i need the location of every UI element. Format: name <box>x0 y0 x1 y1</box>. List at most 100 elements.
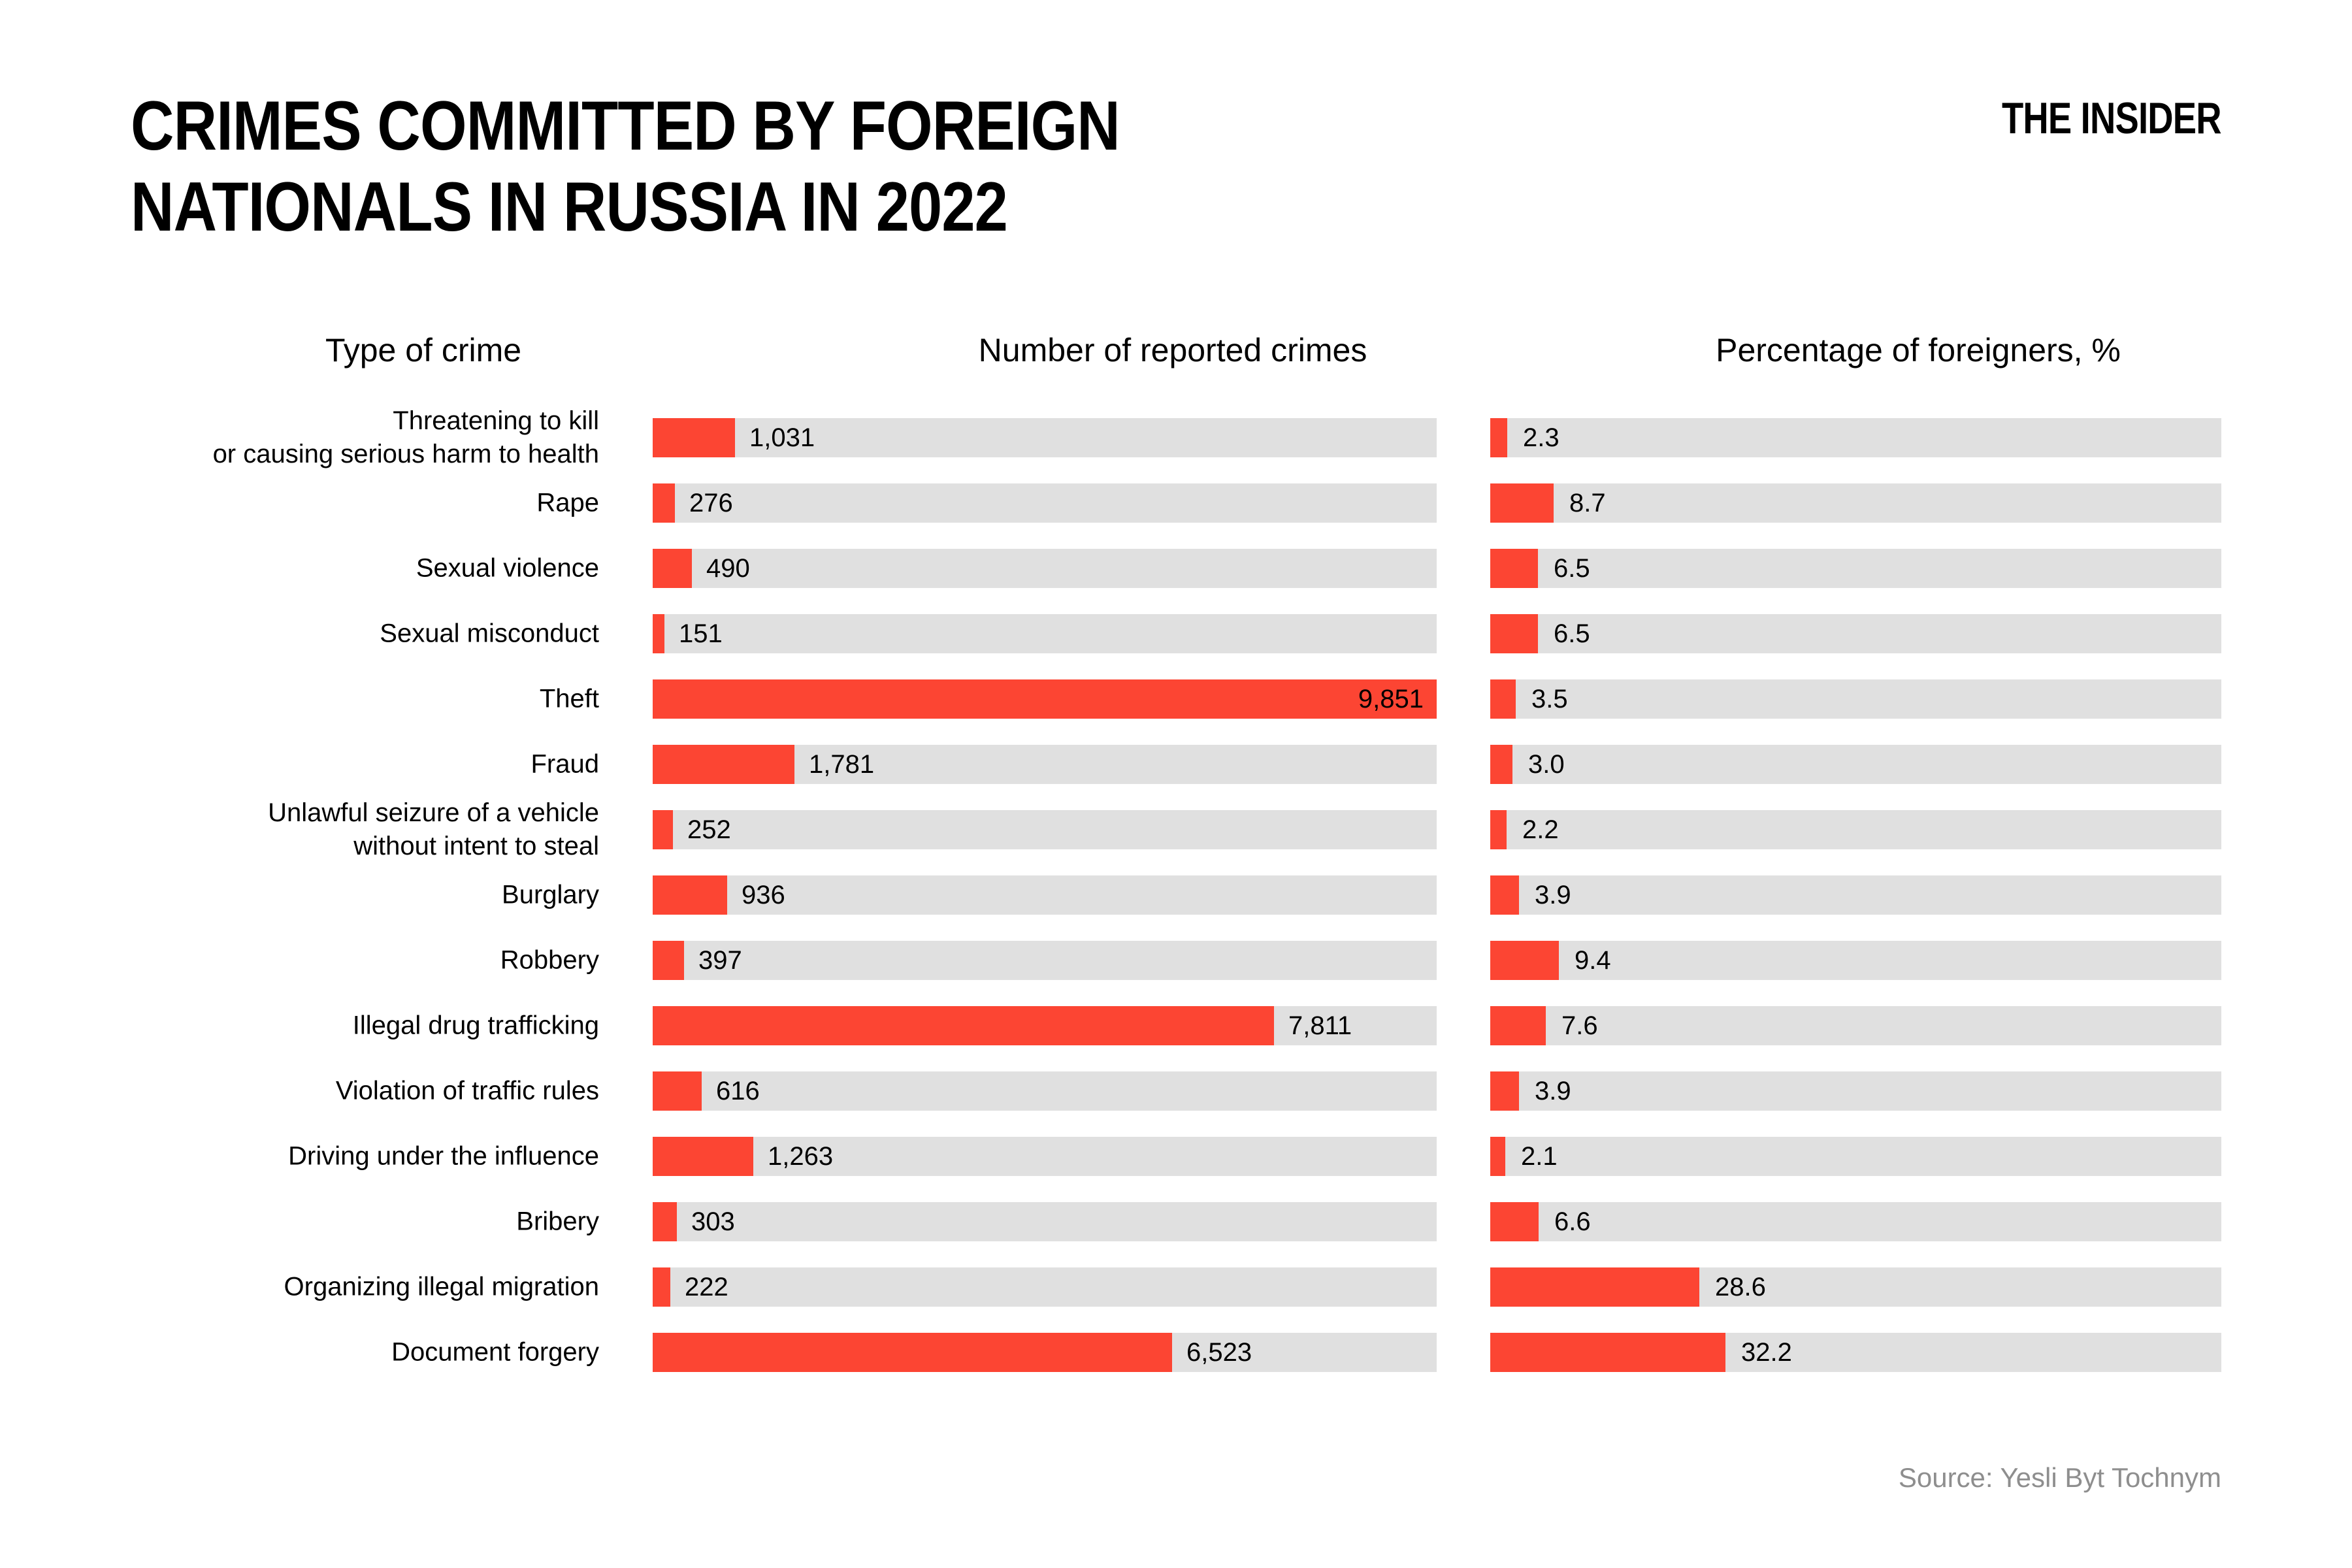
crimes-bar <box>653 614 665 653</box>
crimes-value: 151 <box>679 619 723 648</box>
crime-row: Bribery 303 6.6 <box>131 1202 2221 1241</box>
crimes-bar <box>653 549 692 588</box>
percent-value: 8.7 <box>1569 489 1606 517</box>
crimes-track: 303 <box>653 1202 1437 1241</box>
crime-row: Rape 276 8.7 <box>131 483 2221 523</box>
crimes-bar <box>653 745 794 784</box>
percent-bar <box>1490 1006 1546 1045</box>
crime-label: Violation of traffic rules <box>335 1076 599 1105</box>
crimes-bar <box>653 1071 702 1111</box>
percent-bar <box>1490 1071 1519 1111</box>
percent-value: 2.3 <box>1523 423 1560 452</box>
crimes-value: 936 <box>742 881 785 909</box>
crime-label: Sexual violence <box>416 553 599 583</box>
percent-track: 2.1 <box>1490 1137 2221 1176</box>
percent-bar <box>1490 679 1516 719</box>
crimes-track: 490 <box>653 549 1437 588</box>
column-header-number: Number of reported crimes <box>978 332 1367 368</box>
crime-row: Violation of traffic rules 616 3.9 <box>131 1071 2221 1111</box>
percent-track: 32.2 <box>1490 1333 2221 1372</box>
percent-bar <box>1490 745 1512 784</box>
crimes-value: 222 <box>685 1273 728 1301</box>
crimes-bar <box>653 810 673 849</box>
percent-value: 6.6 <box>1554 1207 1591 1236</box>
crimes-value: 276 <box>689 489 733 517</box>
brand-logo: THE INSIDER <box>2002 93 2222 143</box>
percent-bar <box>1490 810 1507 849</box>
percent-bar <box>1490 1333 1726 1372</box>
percent-bar <box>1490 1267 1700 1307</box>
crimes-track: 397 <box>653 941 1437 980</box>
percent-value: 7.6 <box>1561 1011 1598 1040</box>
percent-value: 32.2 <box>1741 1338 1792 1367</box>
crime-label: Fraud <box>531 749 600 779</box>
percent-bar <box>1490 418 1507 457</box>
percent-bar <box>1490 614 1538 653</box>
crime-label: Bribery <box>516 1207 599 1236</box>
percent-track: 6.5 <box>1490 549 2221 588</box>
percent-track: 6.6 <box>1490 1202 2221 1241</box>
percent-value: 2.1 <box>1521 1142 1558 1171</box>
percent-value: 28.6 <box>1715 1273 1766 1301</box>
crime-row: Threatening to kill or causing serious ha… <box>131 406 2221 468</box>
percent-track: 2.3 <box>1490 418 2221 457</box>
percent-value: 2.2 <box>1522 815 1559 844</box>
crimes-bar <box>653 1333 1172 1372</box>
crime-label: Document forgery <box>391 1337 599 1367</box>
percent-value: 3.9 <box>1535 881 1571 909</box>
crimes-track: 616 <box>653 1071 1437 1111</box>
percent-track: 3.5 <box>1490 679 2221 719</box>
crime-row: Fraud 1,781 3.0 <box>131 745 2221 784</box>
crime-row: Document forgery 6,523 32.2 <box>131 1333 2221 1372</box>
crime-label: Burglary <box>502 880 599 909</box>
crime-label: Robbery <box>500 945 599 975</box>
crimes-track: 1,263 <box>653 1137 1437 1176</box>
percent-bar <box>1490 1202 1539 1241</box>
crimes-value: 1,031 <box>749 423 815 452</box>
crimes-value: 6,523 <box>1186 1338 1252 1367</box>
crimes-value: 1,263 <box>768 1142 834 1171</box>
crime-label: Illegal drug trafficking <box>352 1011 599 1040</box>
crimes-track: 276 <box>653 483 1437 523</box>
crime-label: Theft <box>539 684 599 713</box>
column-header-percent: Percentage of foreigners, % <box>1716 332 2121 368</box>
crimes-value: 7,811 <box>1288 1011 1352 1040</box>
crime-label: Threatening to kill or causing serious ha… <box>212 406 599 468</box>
percent-track: 3.9 <box>1490 1071 2221 1111</box>
crimes-bar <box>653 679 1437 719</box>
percent-bar <box>1490 483 1554 523</box>
crime-row: Burglary 936 3.9 <box>131 875 2221 915</box>
source-note: Source: Yesli Byt Tochnym <box>1898 1462 2221 1493</box>
crime-row: Illegal drug trafficking 7,811 7.6 <box>131 1006 2221 1045</box>
percent-value: 3.9 <box>1535 1077 1571 1105</box>
page-title-line-2: NATIONALS IN RUSSIA IN 2022 <box>131 167 1008 246</box>
crimes-bar <box>653 1006 1275 1045</box>
crime-row: Unlawful seizure of a vehicle without int… <box>131 798 2221 860</box>
crimes-bar <box>653 1267 671 1307</box>
crime-label: Organizing illegal migration <box>284 1272 599 1301</box>
percent-bar <box>1490 1137 1506 1176</box>
crimes-track: 7,811 <box>653 1006 1437 1045</box>
percent-bar <box>1490 941 1560 980</box>
crimes-track: 6,523 <box>653 1333 1437 1372</box>
crimes-track: 222 <box>653 1267 1437 1307</box>
crime-row: Driving under the influence 1,263 2.1 <box>131 1137 2221 1176</box>
crime-label: Unlawful seizure of a vehicle without int… <box>268 798 599 860</box>
crimes-value: 252 <box>687 815 731 844</box>
percent-track: 7.6 <box>1490 1006 2221 1045</box>
crimes-value: 490 <box>706 554 750 583</box>
crimes-track: 252 <box>653 810 1437 849</box>
crimes-value: 303 <box>691 1207 735 1236</box>
percent-track: 3.9 <box>1490 875 2221 915</box>
percent-track: 2.2 <box>1490 810 2221 849</box>
crime-label: Rape <box>536 488 599 517</box>
percent-value: 6.5 <box>1554 554 1590 583</box>
crime-row: Organizing illegal migration 222 28.6 <box>131 1267 2221 1307</box>
page-title: CRIMES COMMITTED BY FOREIGN NATIONALS IN… <box>131 85 1120 247</box>
crimes-track: 151 <box>653 614 1437 653</box>
crimes-value: 616 <box>716 1077 760 1105</box>
crimes-track: 9,851 <box>653 679 1437 719</box>
crimes-bar <box>653 1137 753 1176</box>
percent-value: 9.4 <box>1575 946 1611 975</box>
